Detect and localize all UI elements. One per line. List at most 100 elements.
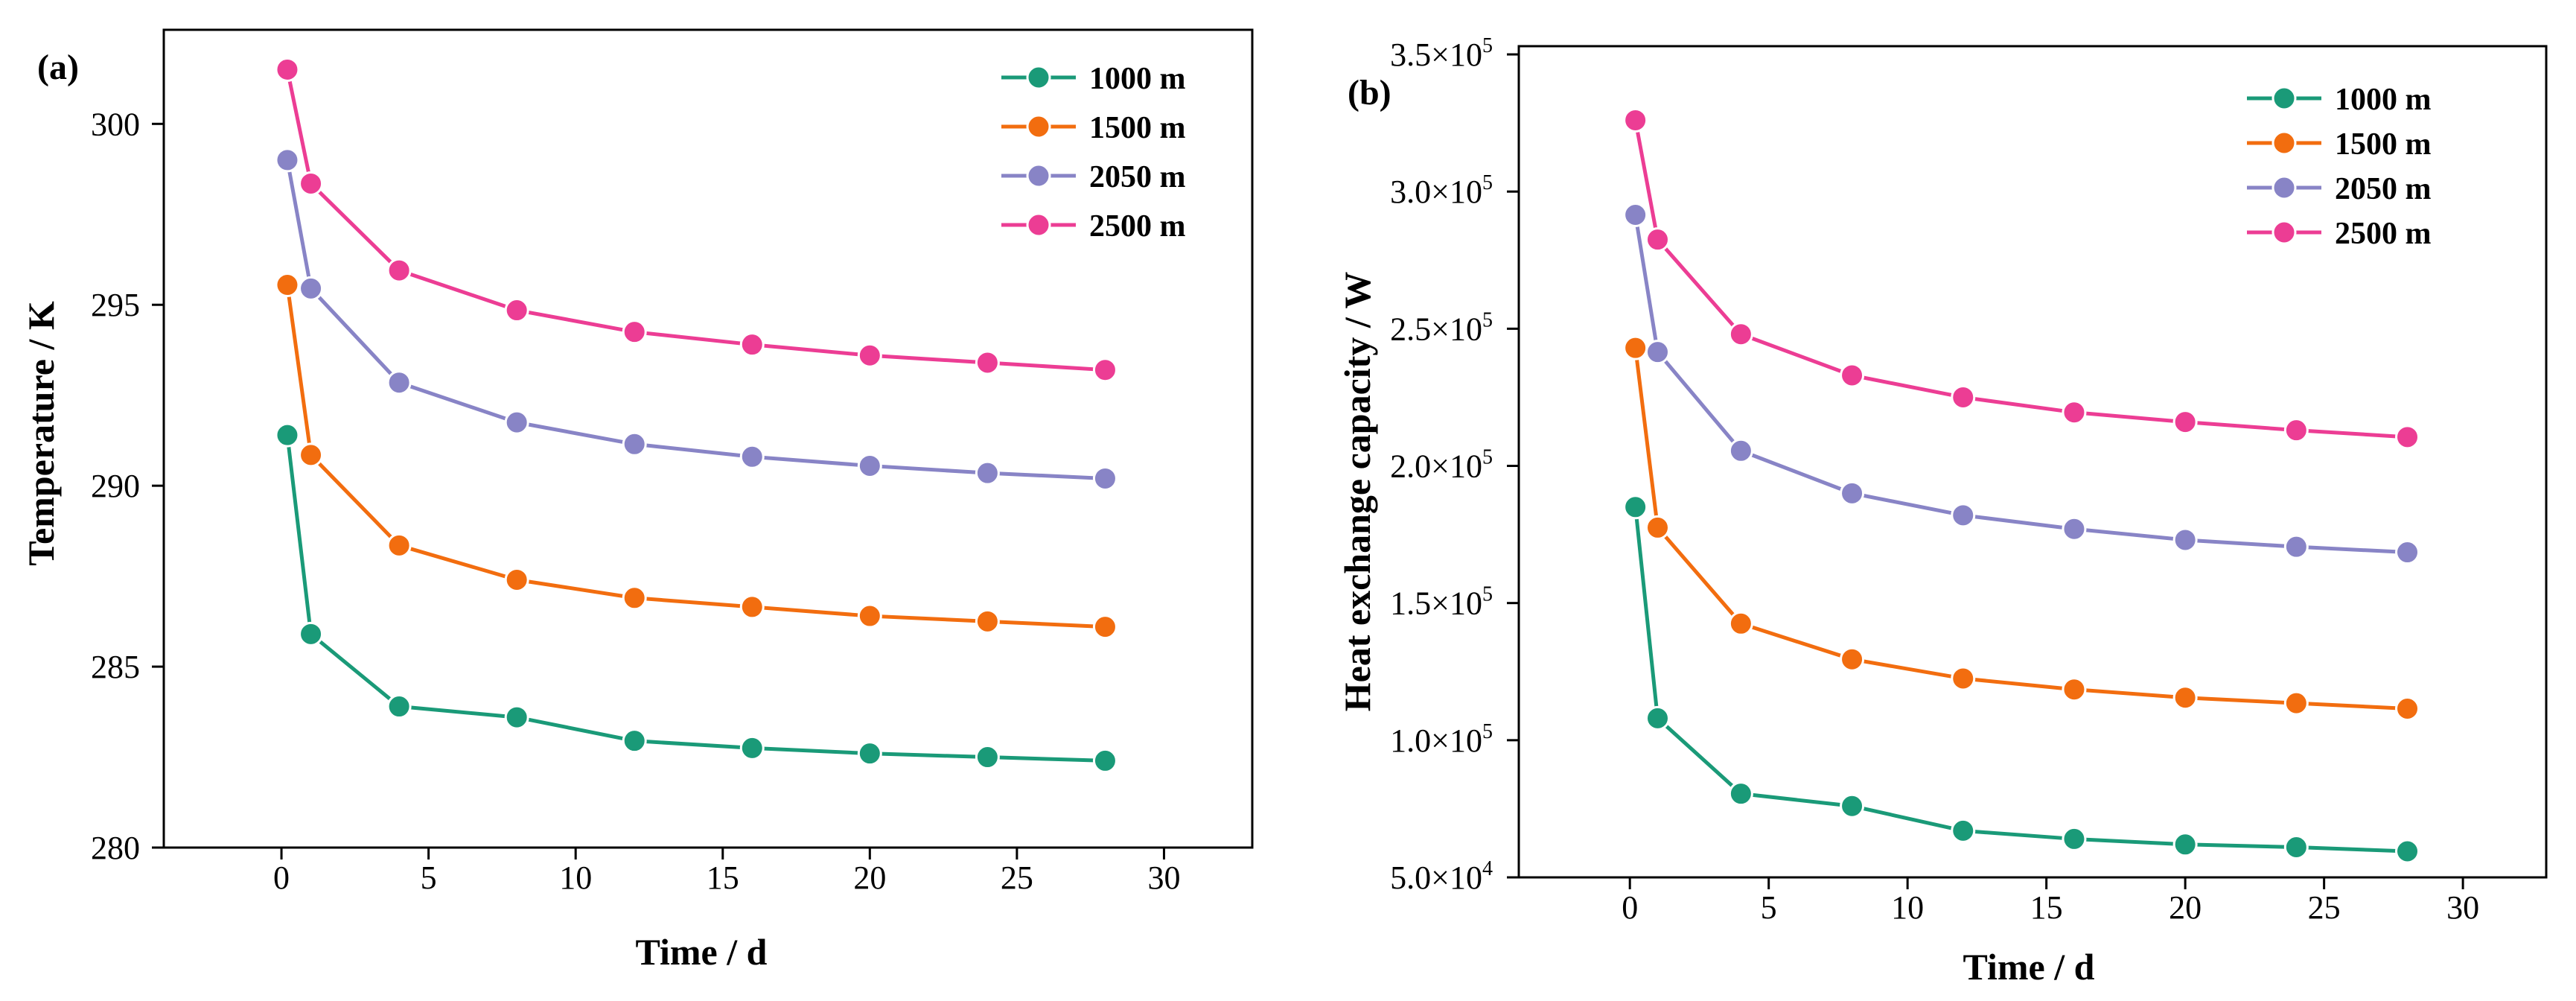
legend-marker xyxy=(1026,65,1051,90)
y-tick-label: 1.0×105 xyxy=(1390,720,1493,759)
y-tick-label: 280 xyxy=(91,830,140,866)
x-axis-title-a: Time / d xyxy=(636,931,768,973)
data-point xyxy=(857,453,882,478)
data-point xyxy=(622,431,647,457)
data-point xyxy=(2283,534,2309,559)
y-tick-label: 3.0×105 xyxy=(1390,171,1493,210)
data-point xyxy=(2062,516,2087,541)
plot-frame-b xyxy=(1517,45,2548,879)
x-tick-label: 5 xyxy=(1761,889,1777,926)
x-tick-label: 30 xyxy=(1147,859,1180,896)
data-point xyxy=(2062,826,2087,851)
series-line-2050m xyxy=(285,159,1106,480)
data-point xyxy=(2395,425,2420,450)
data-point xyxy=(2172,410,2198,435)
legend-item: 1500 m xyxy=(1001,111,1186,145)
y-tick-label: 2.5×105 xyxy=(1390,308,1493,347)
series-line-2500m xyxy=(285,69,1106,372)
legend-item: 2050 m xyxy=(1001,160,1186,194)
legend-marker xyxy=(1026,212,1051,238)
data-point xyxy=(2283,418,2309,443)
panel-label-a: (a) xyxy=(37,48,79,87)
data-point xyxy=(1092,358,1118,383)
data-point xyxy=(857,741,882,766)
data-point xyxy=(622,728,647,754)
plot-area-b xyxy=(1623,107,2420,864)
legend-item: 1500 m xyxy=(2247,127,2432,162)
series-line-1500m xyxy=(1633,347,2408,711)
data-point xyxy=(386,370,412,395)
data-point xyxy=(299,276,324,301)
data-point xyxy=(1840,363,1865,388)
x-axis-title-b: Time / d xyxy=(1963,946,2095,988)
legend-label: 1500 m xyxy=(2335,127,2432,162)
data-point xyxy=(857,343,882,368)
legend-item: 2500 m xyxy=(2247,217,2432,251)
data-point xyxy=(1092,465,1118,491)
y-tick-label: 3.5×105 xyxy=(1390,34,1493,73)
legend-label: 2500 m xyxy=(2335,217,2432,251)
data-point xyxy=(275,422,300,448)
data-point xyxy=(299,621,324,646)
legend-item: 2050 m xyxy=(2247,172,2432,206)
legend-item: 1000 m xyxy=(2247,83,2432,117)
data-point xyxy=(1840,646,1865,672)
data-point xyxy=(2395,540,2420,565)
data-point xyxy=(1092,614,1118,640)
data-point xyxy=(2283,690,2309,716)
data-point xyxy=(1645,515,1670,540)
legend-marker xyxy=(2271,220,2297,245)
x-tick-label: 10 xyxy=(559,859,592,896)
y-tick-label: 295 xyxy=(91,287,140,323)
data-point xyxy=(1728,438,1753,463)
data-point xyxy=(275,57,300,82)
legend-label: 2050 m xyxy=(1089,160,1186,194)
series-line-2050m xyxy=(1633,214,2408,555)
data-point xyxy=(2062,400,2087,425)
x-tick-label: 0 xyxy=(273,859,290,896)
data-point xyxy=(386,694,412,719)
data-point xyxy=(504,567,529,592)
x-axis-b: 0 5 10 15 20 25 30 xyxy=(1622,877,2479,926)
plot-frame-a xyxy=(162,28,1254,849)
y-axis-title-b: Heat exchange capacity / W xyxy=(1336,272,1378,712)
data-point xyxy=(504,410,529,435)
data-point xyxy=(2062,677,2087,702)
data-point xyxy=(2172,832,2198,857)
x-tick-label: 20 xyxy=(2169,889,2202,926)
data-point xyxy=(739,594,765,620)
data-point xyxy=(2172,685,2198,711)
legend-label: 2500 m xyxy=(1089,209,1186,244)
legend-a: 1000 m 1500 m 2050 m 2500 m xyxy=(1001,62,1186,244)
x-tick-label: 25 xyxy=(2308,889,2341,926)
data-point xyxy=(1728,322,1753,347)
y-tick-label: 300 xyxy=(91,106,140,142)
legend-item: 1000 m xyxy=(1001,62,1186,96)
legend-marker xyxy=(2271,86,2297,111)
y-tick-label: 285 xyxy=(91,649,140,685)
data-point xyxy=(1623,495,1648,520)
plot-area-a xyxy=(275,57,1118,773)
data-point xyxy=(1840,480,1865,506)
legend-label: 1500 m xyxy=(1089,111,1186,145)
legend-marker xyxy=(2271,175,2297,200)
x-axis-a: 0 5 10 15 20 25 30 xyxy=(273,848,1180,896)
data-point xyxy=(739,735,765,760)
legend-marker xyxy=(1026,163,1051,188)
data-point xyxy=(975,350,1000,375)
data-point xyxy=(1645,340,1670,365)
x-tick-label: 30 xyxy=(2446,889,2479,926)
series-line-2500m xyxy=(1633,119,2408,439)
panel-b: (b) 0 5 10 15 20 25 30 5.0×104 1.0×105 1.5×105 2.… xyxy=(1336,34,2548,988)
data-point xyxy=(1645,227,1670,252)
data-point xyxy=(1645,705,1670,731)
y-axis-title-a: Temperature / K xyxy=(20,301,62,566)
data-point xyxy=(1092,748,1118,773)
data-point xyxy=(1623,203,1648,228)
data-point xyxy=(2172,527,2198,553)
y-tick-label: 290 xyxy=(91,468,140,504)
data-point xyxy=(1951,503,1976,528)
data-point xyxy=(504,298,529,323)
panel-a: (a) 0 5 10 15 20 25 30 280 285 290 295 300 Time / … xyxy=(20,28,1254,973)
